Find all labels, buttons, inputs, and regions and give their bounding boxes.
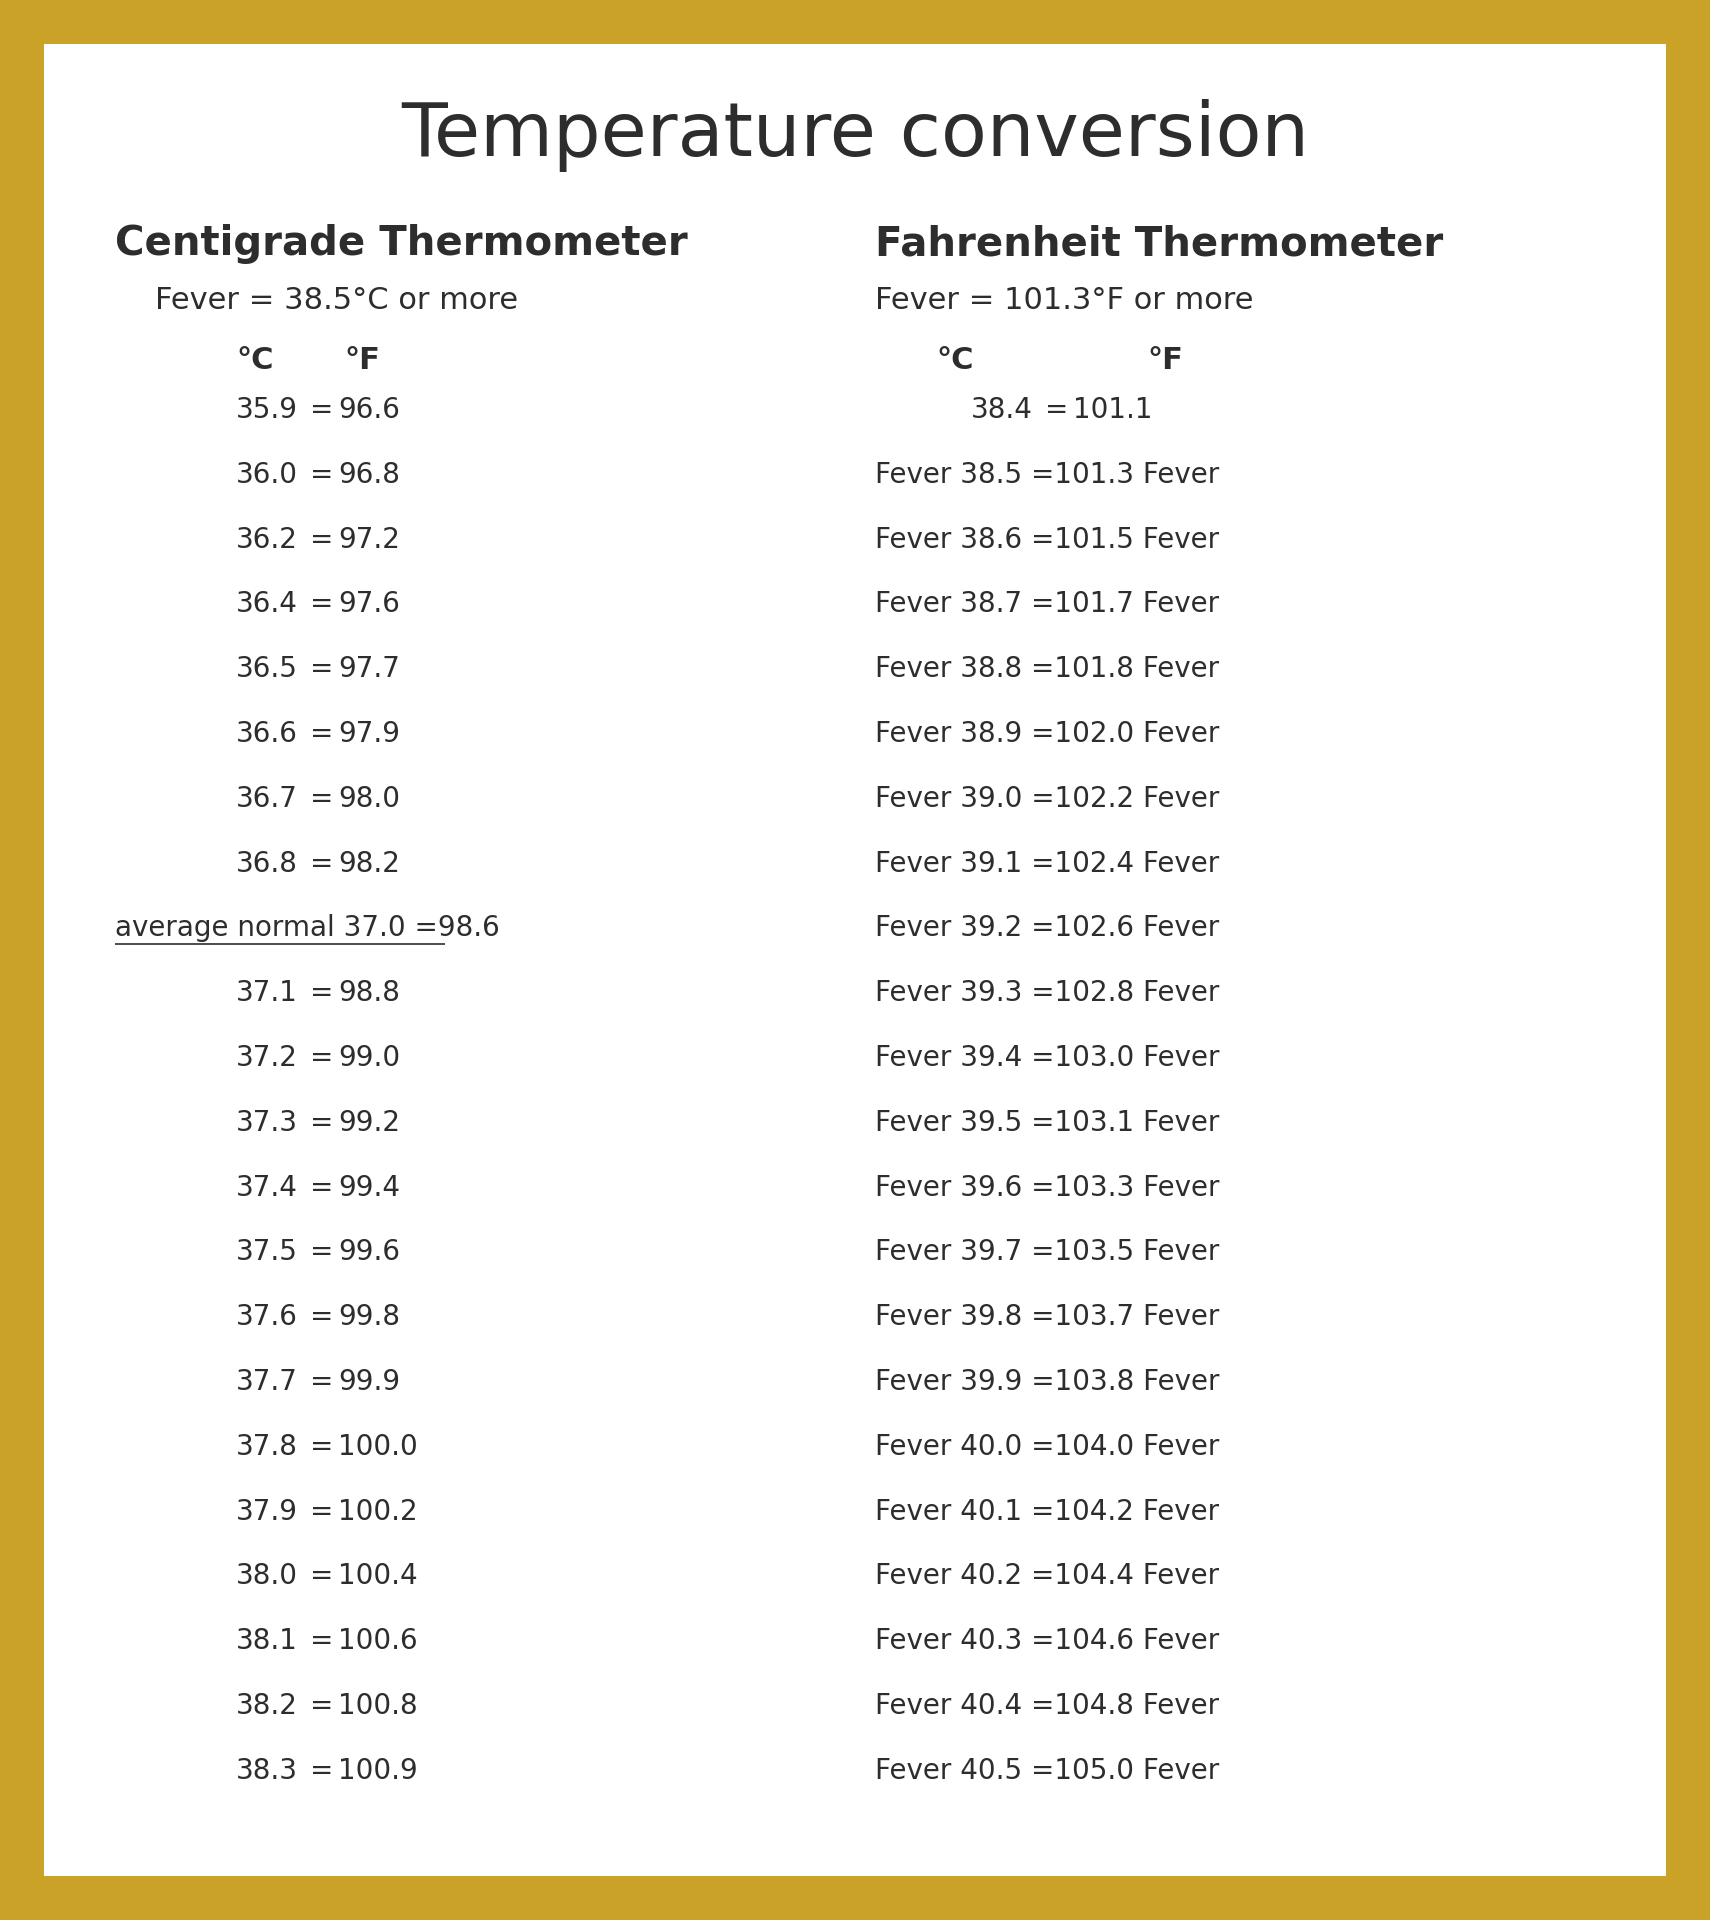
Text: 100.6: 100.6: [339, 1628, 417, 1655]
Text: 100.8: 100.8: [339, 1692, 417, 1720]
Text: 97.7: 97.7: [339, 655, 400, 684]
Text: Fever = 38.5°C or more: Fever = 38.5°C or more: [156, 286, 518, 315]
FancyBboxPatch shape: [44, 44, 1666, 1876]
Text: =: =: [310, 1369, 333, 1396]
Text: 97.2: 97.2: [339, 526, 400, 553]
Text: 38.1: 38.1: [236, 1628, 298, 1655]
Text: 37.1: 37.1: [236, 979, 298, 1008]
Text: 38.4: 38.4: [971, 396, 1033, 424]
Text: 38.2: 38.2: [236, 1692, 298, 1720]
Text: =: =: [310, 655, 333, 684]
Text: 36.0: 36.0: [236, 461, 298, 490]
Text: =: =: [310, 1110, 333, 1137]
Text: 101.1: 101.1: [1072, 396, 1153, 424]
Text: Fever 38.7 =101.7 Fever: Fever 38.7 =101.7 Fever: [876, 591, 1219, 618]
Text: =: =: [310, 1563, 333, 1590]
Text: Fever 38.9 =102.0 Fever: Fever 38.9 =102.0 Fever: [876, 720, 1219, 749]
Text: Fever 40.1 =104.2 Fever: Fever 40.1 =104.2 Fever: [876, 1498, 1219, 1526]
Text: 99.6: 99.6: [339, 1238, 400, 1267]
Text: 100.2: 100.2: [339, 1498, 417, 1526]
Text: 38.3: 38.3: [236, 1757, 298, 1786]
Text: 100.0: 100.0: [339, 1432, 417, 1461]
Text: 96.6: 96.6: [339, 396, 400, 424]
Text: Fever 39.3 =102.8 Fever: Fever 39.3 =102.8 Fever: [876, 979, 1219, 1008]
Text: =: =: [310, 1432, 333, 1461]
Text: 35.9: 35.9: [236, 396, 298, 424]
Text: Fever 39.4 =103.0 Fever: Fever 39.4 =103.0 Fever: [876, 1044, 1219, 1071]
Text: Fever 39.2 =102.6 Fever: Fever 39.2 =102.6 Fever: [876, 914, 1219, 943]
Text: 100.9: 100.9: [339, 1757, 417, 1786]
Text: 98.2: 98.2: [339, 851, 400, 877]
Text: Fever 39.5 =103.1 Fever: Fever 39.5 =103.1 Fever: [876, 1110, 1219, 1137]
Text: =: =: [310, 1692, 333, 1720]
Text: Fever 39.8 =103.7 Fever: Fever 39.8 =103.7 Fever: [876, 1304, 1219, 1331]
Text: 99.8: 99.8: [339, 1304, 400, 1331]
Text: 37.5: 37.5: [236, 1238, 298, 1267]
Text: °F: °F: [344, 346, 380, 374]
Text: Centigrade Thermometer: Centigrade Thermometer: [115, 225, 687, 265]
Text: Fever 38.5 =101.3 Fever: Fever 38.5 =101.3 Fever: [876, 461, 1219, 490]
Text: =: =: [310, 526, 333, 553]
Text: 99.4: 99.4: [339, 1173, 400, 1202]
Text: 96.8: 96.8: [339, 461, 400, 490]
Text: Fever = 101.3°F or more: Fever = 101.3°F or more: [876, 286, 1253, 315]
Text: 100.4: 100.4: [339, 1563, 417, 1590]
Text: =: =: [310, 1173, 333, 1202]
Text: 98.0: 98.0: [339, 785, 400, 812]
Text: 36.8: 36.8: [236, 851, 298, 877]
Text: 36.4: 36.4: [236, 591, 298, 618]
Text: Fever 38.6 =101.5 Fever: Fever 38.6 =101.5 Fever: [876, 526, 1219, 553]
Text: =: =: [310, 1304, 333, 1331]
Text: 37.9: 37.9: [236, 1498, 298, 1526]
Text: =: =: [310, 1757, 333, 1786]
Text: Fever 39.1 =102.4 Fever: Fever 39.1 =102.4 Fever: [876, 851, 1219, 877]
Text: =: =: [1045, 396, 1069, 424]
Text: Fahrenheit Thermometer: Fahrenheit Thermometer: [876, 225, 1443, 265]
Text: 36.2: 36.2: [236, 526, 298, 553]
Text: Fever 40.3 =104.6 Fever: Fever 40.3 =104.6 Fever: [876, 1628, 1219, 1655]
Text: °C: °C: [937, 346, 973, 374]
Text: °F: °F: [1147, 346, 1183, 374]
Text: 99.9: 99.9: [339, 1369, 400, 1396]
Text: Fever 39.6 =103.3 Fever: Fever 39.6 =103.3 Fever: [876, 1173, 1219, 1202]
Text: 99.2: 99.2: [339, 1110, 400, 1137]
Text: =: =: [310, 979, 333, 1008]
Text: 36.6: 36.6: [236, 720, 298, 749]
Text: average normal 37.0 =98.6: average normal 37.0 =98.6: [115, 914, 499, 943]
Text: Fever 39.7 =103.5 Fever: Fever 39.7 =103.5 Fever: [876, 1238, 1219, 1267]
Text: =: =: [310, 1238, 333, 1267]
Text: Temperature conversion: Temperature conversion: [402, 100, 1308, 173]
Text: 97.9: 97.9: [339, 720, 400, 749]
Text: Fever 38.8 =101.8 Fever: Fever 38.8 =101.8 Fever: [876, 655, 1219, 684]
Text: Fever 39.0 =102.2 Fever: Fever 39.0 =102.2 Fever: [876, 785, 1219, 812]
Text: =: =: [310, 720, 333, 749]
Text: 36.7: 36.7: [236, 785, 298, 812]
Text: =: =: [310, 396, 333, 424]
Text: =: =: [310, 461, 333, 490]
Text: Fever 39.9 =103.8 Fever: Fever 39.9 =103.8 Fever: [876, 1369, 1219, 1396]
Text: =: =: [310, 785, 333, 812]
Text: 38.0: 38.0: [236, 1563, 298, 1590]
Text: =: =: [310, 1044, 333, 1071]
Text: 99.0: 99.0: [339, 1044, 400, 1071]
Text: 97.6: 97.6: [339, 591, 400, 618]
Text: 37.6: 37.6: [236, 1304, 298, 1331]
Text: =: =: [310, 591, 333, 618]
Text: =: =: [310, 1498, 333, 1526]
Text: 37.8: 37.8: [236, 1432, 298, 1461]
Text: Fever 40.4 =104.8 Fever: Fever 40.4 =104.8 Fever: [876, 1692, 1219, 1720]
Text: 36.5: 36.5: [236, 655, 298, 684]
Text: =: =: [310, 851, 333, 877]
Text: °C: °C: [236, 346, 274, 374]
Text: 37.4: 37.4: [236, 1173, 298, 1202]
Text: Fever 40.2 =104.4 Fever: Fever 40.2 =104.4 Fever: [876, 1563, 1219, 1590]
Text: 37.7: 37.7: [236, 1369, 298, 1396]
Text: Fever 40.0 =104.0 Fever: Fever 40.0 =104.0 Fever: [876, 1432, 1219, 1461]
Text: =: =: [310, 1628, 333, 1655]
Text: Fever 40.5 =105.0 Fever: Fever 40.5 =105.0 Fever: [876, 1757, 1219, 1786]
Text: 37.2: 37.2: [236, 1044, 298, 1071]
Text: 37.3: 37.3: [236, 1110, 298, 1137]
Text: 98.8: 98.8: [339, 979, 400, 1008]
